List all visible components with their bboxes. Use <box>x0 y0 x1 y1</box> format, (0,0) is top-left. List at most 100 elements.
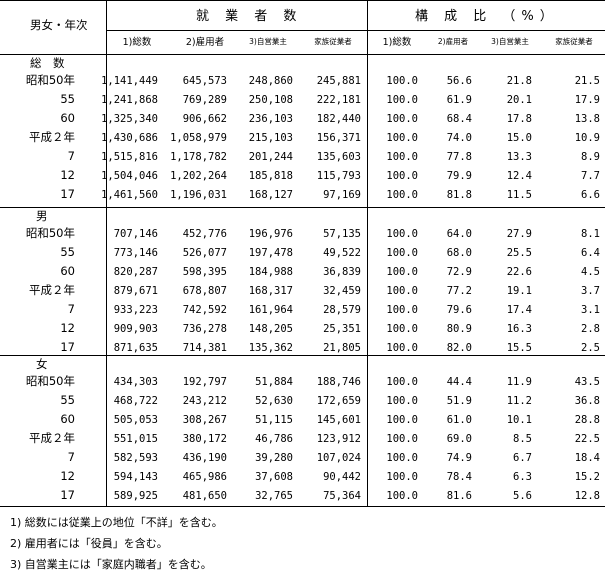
table-cell: 32,765 <box>255 490 293 502</box>
table-cell: 61.0 <box>446 414 472 426</box>
table-cell: 3.1 <box>581 304 600 316</box>
table-cell: 72.9 <box>446 266 472 278</box>
table-cell: 714,381 <box>182 342 227 354</box>
table-cell: 11.2 <box>506 395 532 407</box>
table-cell: 10.9 <box>574 132 600 144</box>
column-header: 2)雇用者 <box>185 37 225 48</box>
row-label: 12 <box>60 321 75 335</box>
column-header: 1)総数 <box>122 37 152 48</box>
table-cell: 21,805 <box>323 342 361 354</box>
row-label: 60 <box>60 412 75 426</box>
table-cell: 100.0 <box>386 471 418 483</box>
table-cell: 1,241,868 <box>101 94 158 106</box>
table-cell: 773,146 <box>113 247 158 259</box>
column-header: 家族従業者 <box>314 37 352 46</box>
table-cell: 871,635 <box>113 342 158 354</box>
table-cell: 100.0 <box>386 342 418 354</box>
table-cell: 100.0 <box>386 247 418 259</box>
table-cell: 100.0 <box>386 113 418 125</box>
table-cell: 97,169 <box>323 189 361 201</box>
row-label: 7 <box>67 302 75 316</box>
table-cell: 28.8 <box>574 414 600 426</box>
table-cell: 2.5 <box>581 342 600 354</box>
table-cell: 222,181 <box>316 94 361 106</box>
table-cell: 13.8 <box>574 113 600 125</box>
table-cell: 32,459 <box>323 285 361 297</box>
table-cell: 10.1 <box>506 414 532 426</box>
table-cell: 5.6 <box>513 490 532 502</box>
statistics-table: 男女・年次 就 業 者 数 構 成 比 （%） 1)総数 2)雇用者 3)自営業主 家… <box>0 0 605 507</box>
row-label-header: 男女・年次 <box>30 18 88 32</box>
table-cell: 436,190 <box>182 452 227 464</box>
table-cell: 22.5 <box>574 433 600 445</box>
table-cell: 77.8 <box>446 151 472 163</box>
table-cell: 145,601 <box>316 414 361 426</box>
footnote: 1) 総数には従業上の地位「不詳」を含む。 <box>10 516 223 529</box>
table-cell: 434,303 <box>113 376 158 388</box>
row-label: 12 <box>60 168 75 182</box>
table-cell: 80.9 <box>446 323 472 335</box>
table-cell: 6.7 <box>513 452 532 464</box>
table-cell: 17.8 <box>506 113 532 125</box>
table-cell: 1,430,686 <box>101 132 158 144</box>
table-cell: 879,671 <box>113 285 158 297</box>
row-label: 昭和50年 <box>25 73 75 87</box>
table-cell: 20.1 <box>506 94 532 106</box>
table-cell: 156,371 <box>316 132 361 144</box>
table-cell: 707,146 <box>113 228 158 240</box>
table-cell: 49,522 <box>323 247 361 259</box>
table-cell: 78.4 <box>446 471 472 483</box>
employed-group-header: 就 業 者 数 <box>196 9 303 24</box>
section-title: 女 <box>36 357 48 371</box>
table-cell: 82.0 <box>446 342 472 354</box>
table-cell: 36,839 <box>323 266 361 278</box>
table-cell: 100.0 <box>386 94 418 106</box>
column-header: 家族従業者 <box>555 37 593 46</box>
table-cell: 192,797 <box>182 376 227 388</box>
table-cell: 64.0 <box>446 228 472 240</box>
table-cell: 2.8 <box>581 323 600 335</box>
table-cell: 13.3 <box>506 151 532 163</box>
row-label: 平成２年 <box>29 431 75 445</box>
table-cell: 236,103 <box>248 113 293 125</box>
table-cell: 69.0 <box>446 433 472 445</box>
table-cell: 15.5 <box>506 342 532 354</box>
row-label: 平成２年 <box>29 283 75 297</box>
table-cell: 56.6 <box>446 75 472 87</box>
table-cell: 68.4 <box>446 113 472 125</box>
section-divider <box>0 355 605 356</box>
table-cell: 15.0 <box>506 132 532 144</box>
column-header: 2)雇用者 <box>437 37 469 46</box>
table-cell: 4.5 <box>581 266 600 278</box>
row-label: 昭和50年 <box>25 226 75 240</box>
table-cell: 100.0 <box>386 323 418 335</box>
table-cell: 188,746 <box>316 376 361 388</box>
table-cell: 12.4 <box>506 170 532 182</box>
table-cell: 589,925 <box>113 490 158 502</box>
table-cell: 100.0 <box>386 490 418 502</box>
table-cell: 481,650 <box>182 490 227 502</box>
table-cell: 100.0 <box>386 452 418 464</box>
table-cell: 8.5 <box>513 433 532 445</box>
table-cell: 645,573 <box>182 75 227 87</box>
table-cell: 1,141,449 <box>101 75 158 87</box>
table-cell: 742,592 <box>182 304 227 316</box>
table-cell: 8.9 <box>581 151 600 163</box>
table-cell: 46,786 <box>255 433 293 445</box>
table-cell: 820,287 <box>113 266 158 278</box>
table-cell: 1,178,782 <box>170 151 227 163</box>
table-cell: 18.4 <box>574 452 600 464</box>
table-cell: 100.0 <box>386 75 418 87</box>
table-cell: 25,351 <box>323 323 361 335</box>
table-cell: 61.9 <box>446 94 472 106</box>
row-label: 平成２年 <box>29 130 75 144</box>
table-cell: 39,280 <box>255 452 293 464</box>
row-label: 60 <box>60 111 75 125</box>
table-cell: 43.5 <box>574 376 600 388</box>
table-cell: 79.6 <box>446 304 472 316</box>
column-divider <box>367 1 368 506</box>
table-cell: 15.2 <box>574 471 600 483</box>
table-cell: 100.0 <box>386 189 418 201</box>
table-cell: 551,015 <box>113 433 158 445</box>
table-cell: 736,278 <box>182 323 227 335</box>
